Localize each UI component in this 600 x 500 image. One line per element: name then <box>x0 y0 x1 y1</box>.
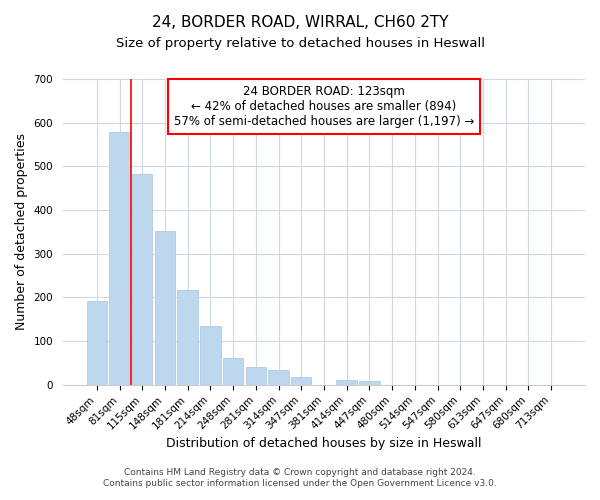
Bar <box>86 300 107 385</box>
X-axis label: Distribution of detached houses by size in Heswall: Distribution of detached houses by size … <box>166 437 482 450</box>
Text: 24 BORDER ROAD: 123sqm
← 42% of detached houses are smaller (894)
57% of semi-de: 24 BORDER ROAD: 123sqm ← 42% of detached… <box>174 85 474 128</box>
Text: Contains HM Land Registry data © Crown copyright and database right 2024.
Contai: Contains HM Land Registry data © Crown c… <box>103 468 497 487</box>
Bar <box>178 290 198 385</box>
Bar <box>155 230 175 385</box>
Bar <box>132 174 152 385</box>
Bar <box>268 370 289 385</box>
Bar <box>337 380 357 385</box>
Bar <box>200 326 221 385</box>
Y-axis label: Number of detached properties: Number of detached properties <box>15 134 28 330</box>
Bar <box>245 366 266 385</box>
Bar <box>223 358 244 385</box>
Bar <box>291 378 311 385</box>
Bar <box>109 132 130 385</box>
Bar <box>359 382 380 385</box>
Text: 24, BORDER ROAD, WIRRAL, CH60 2TY: 24, BORDER ROAD, WIRRAL, CH60 2TY <box>152 15 448 30</box>
Text: Size of property relative to detached houses in Heswall: Size of property relative to detached ho… <box>115 38 485 51</box>
